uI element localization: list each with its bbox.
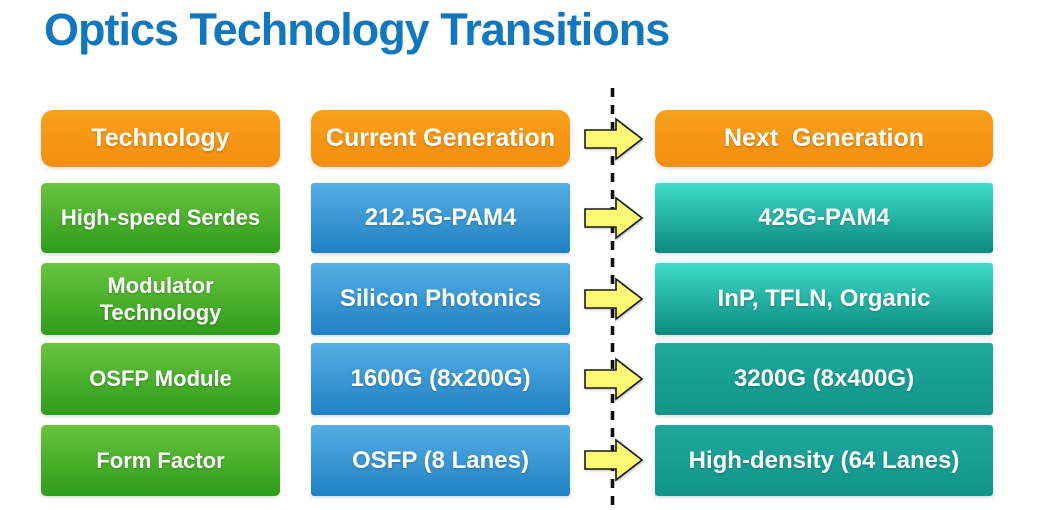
page-title: Optics Technology Transitions [44,4,670,55]
header-technology: Technology [41,110,280,167]
row-serdes-current-value: 212.5G-PAM4 [311,183,570,253]
row-form-factor-current-value: OSFP (8 Lanes) [311,425,570,496]
row-modulator-next-value: InP, TFLN, Organic [655,263,993,335]
row-osfp-module-next-value: 3200G (8x400G) [655,343,993,415]
row-osfp-module-current-value: 1600G (8x200G) [311,343,570,415]
row-osfp-module-technology-label: OSFP Module [41,343,280,415]
row-modulator-current-value: Silicon Photonics [311,263,570,335]
transition-arrow-icon [584,357,644,401]
transition-arrow-icon [584,438,644,482]
transition-arrow-icon [584,196,644,240]
row-modulator-technology-label: Modulator Technology [41,263,280,335]
header-next-generation: Next Generation [655,110,993,167]
transition-arrow-icon [584,277,644,321]
row-serdes-next-value: 425G-PAM4 [655,183,993,253]
header-current-generation: Current Generation [311,110,570,167]
transition-arrow-icon [584,117,644,161]
row-form-factor-next-value: High-density (64 Lanes) [655,425,993,496]
row-serdes-technology-label: High-speed Serdes [41,183,280,253]
row-form-factor-technology-label: Form Factor [41,425,280,496]
